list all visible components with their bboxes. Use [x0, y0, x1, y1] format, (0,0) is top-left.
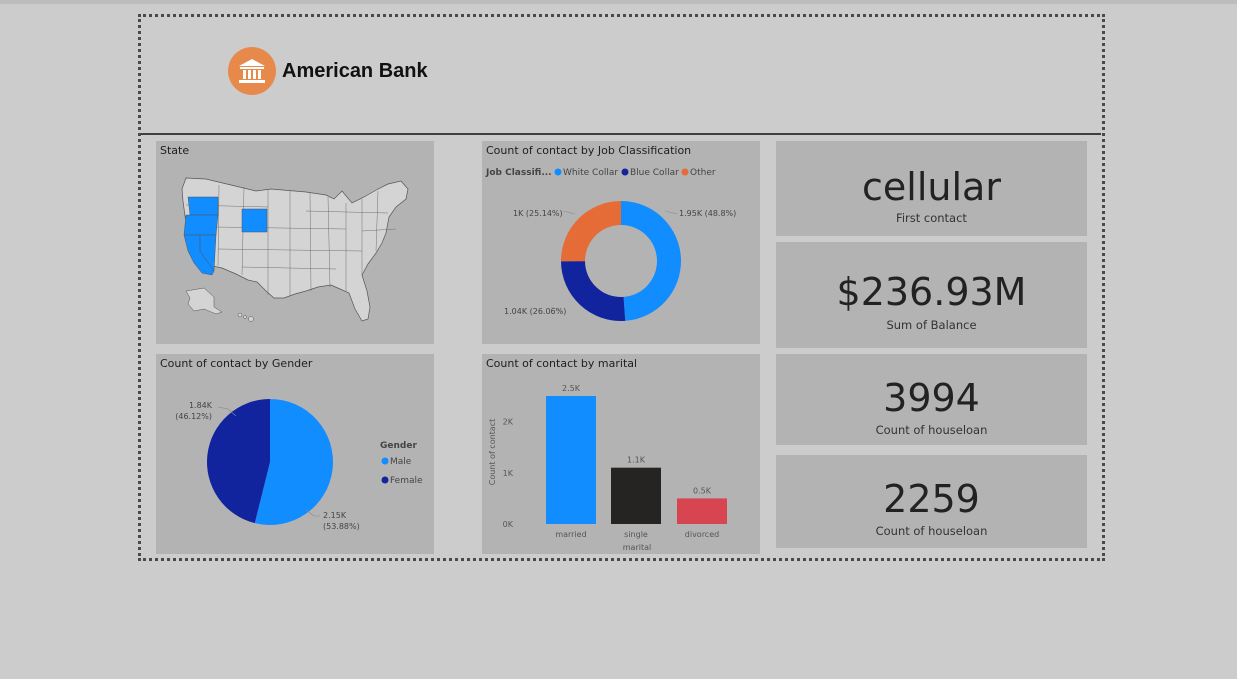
bar-married[interactable] — [546, 396, 596, 524]
x-tick-label: single — [624, 530, 648, 539]
data-label: (46.12%) — [175, 412, 212, 421]
chart-legend: Job Classifi... White Collar Blue Collar Ot… — [485, 168, 716, 178]
donut-slice[interactable] — [561, 201, 621, 262]
us-state-map[interactable] — [156, 141, 434, 344]
brand: American Bank — [228, 47, 428, 95]
kpi-label: First contact — [896, 211, 967, 225]
legend-marker — [554, 168, 562, 176]
kpi-label: Count of houseloan — [875, 524, 988, 538]
header-divider — [141, 133, 1101, 135]
state-wyoming — [241, 208, 268, 233]
bank-building-icon — [228, 47, 276, 95]
pie-slice[interactable] — [206, 399, 270, 524]
tile-title: Count of contact by Job Classification — [486, 144, 692, 157]
donut-slice[interactable] — [561, 261, 626, 321]
bar-divorced[interactable] — [677, 498, 727, 524]
data-label: 1K (25.14%) — [513, 209, 563, 218]
legend-label: Blue Collar — [630, 168, 679, 178]
tile-title: Count of contact by Gender — [160, 357, 313, 370]
map-hawaii[interactable] — [237, 312, 254, 322]
map-alaska[interactable] — [185, 287, 223, 315]
map-highlighted-states[interactable] — [183, 196, 268, 276]
data-label: (53.88%) — [323, 522, 360, 531]
legend-label: Female — [390, 476, 423, 486]
dashboard-frame — [138, 14, 1105, 561]
state-oregon — [183, 214, 219, 236]
leader-line — [217, 406, 237, 417]
donut-chart[interactable]: Job Classifi... White Collar Blue Collar Ot… — [482, 141, 760, 344]
state-borders — [185, 184, 397, 296]
legend-title: Job Classifi... — [485, 168, 552, 178]
legend-title: Gender — [380, 441, 417, 451]
kpi-value: 2259 — [883, 477, 980, 521]
job-classification-chart-tile[interactable]: Count of contact by Job Classification J… — [482, 141, 760, 344]
kpi-label: Sum of Balance — [886, 318, 977, 332]
legend-label: White Collar — [563, 168, 618, 178]
data-label: 1.04K (26.06%) — [504, 307, 566, 316]
kpi-value: 3994 — [883, 376, 980, 420]
kpi-card-first-contact[interactable]: cellular First contact — [776, 141, 1087, 236]
window-top-strip — [0, 0, 1237, 4]
data-label: 1.84K — [189, 401, 213, 410]
kpi-card-houseloan-count-2[interactable]: 2259 Count of houseloan — [776, 455, 1087, 548]
marital-chart-tile[interactable]: Count of contact by marital 0K 1K 2K Count … — [482, 354, 760, 554]
donut-slice[interactable] — [621, 201, 682, 321]
legend-marker — [681, 168, 689, 176]
chart-legend: Gender Male Female — [380, 441, 423, 486]
kpi-value: $236.93M — [836, 270, 1027, 314]
state-washington — [187, 196, 219, 216]
tile-title: Count of contact by marital — [486, 357, 638, 370]
legend-marker — [381, 457, 389, 465]
kpi-card-sum-of-balance[interactable]: $236.93M Sum of Balance — [776, 242, 1087, 348]
y-tick-label: 2K — [503, 418, 514, 427]
kpi-label: Count of houseloan — [875, 423, 988, 437]
tile-title: State — [160, 144, 190, 157]
bar-data-label: 2.5K — [562, 384, 581, 393]
pie-slice[interactable] — [254, 399, 333, 525]
x-axis-title: marital — [623, 543, 651, 552]
legend-label: Male — [390, 457, 412, 467]
legend-marker — [381, 476, 389, 484]
bar-single[interactable] — [611, 467, 661, 524]
leader-line — [562, 210, 576, 215]
leader-line — [664, 210, 678, 215]
data-label: 1.95K (48.8%) — [679, 209, 736, 218]
legend-label: Other — [690, 168, 716, 178]
y-axis-title: Count of contact — [488, 419, 497, 486]
bar-chart[interactable]: 0K 1K 2K Count of contact 2.5K married 1.1K sin… — [482, 354, 760, 554]
brand-name: American Bank — [282, 59, 428, 82]
legend-marker — [621, 168, 629, 176]
data-label: 2.15K — [323, 511, 347, 520]
bar-data-label: 1.1K — [627, 456, 646, 465]
y-tick-label: 0K — [503, 520, 514, 529]
state-nevada — [199, 234, 217, 272]
kpi-value: cellular — [862, 165, 1001, 209]
pie-chart[interactable]: 2.15K (53.88%) 1.84K (46.12%) Gender Male Fema… — [156, 354, 434, 554]
bar-data-label: 0.5K — [693, 486, 712, 495]
leader-line — [305, 509, 320, 517]
gender-chart-tile[interactable]: Count of contact by Gender 2.15K (53.88%)… — [156, 354, 434, 554]
y-tick-label: 1K — [503, 469, 514, 478]
leader-line — [550, 306, 564, 312]
x-tick-label: married — [555, 530, 586, 539]
kpi-card-houseloan-count[interactable]: 3994 Count of houseloan — [776, 354, 1087, 445]
state-map-tile[interactable]: State — [156, 141, 434, 344]
x-tick-label: divorced — [685, 530, 719, 539]
